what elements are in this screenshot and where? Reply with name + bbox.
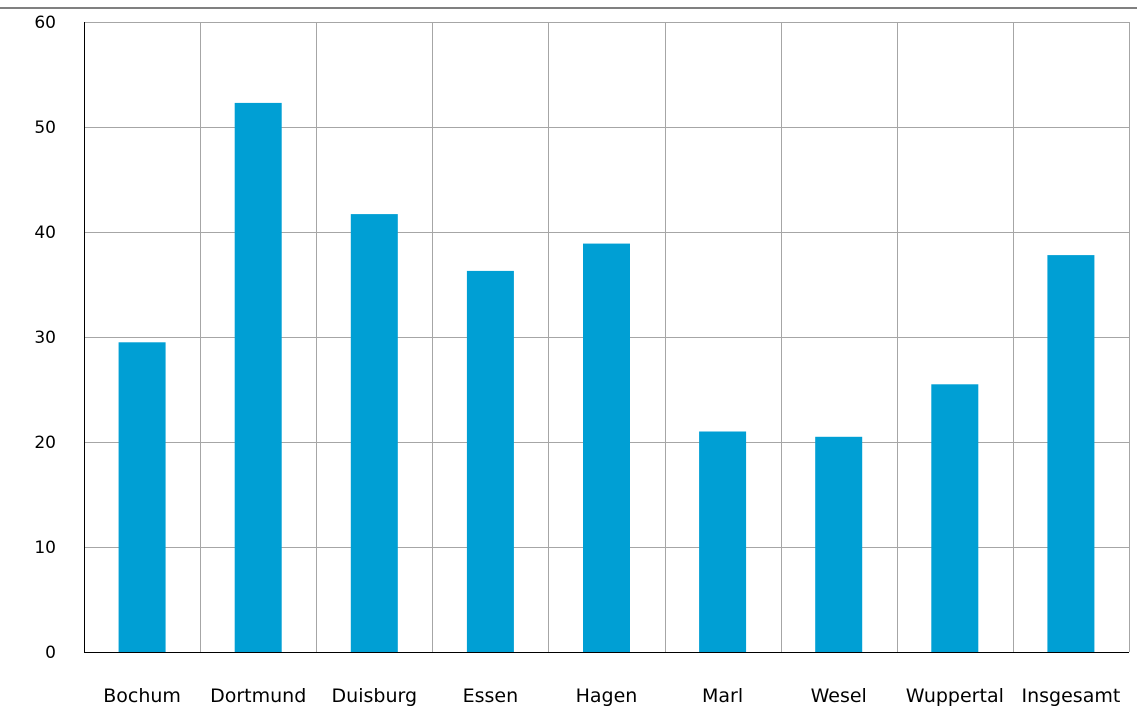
y-tick-label: 50 [34, 118, 56, 138]
y-tick-label: 40 [34, 223, 56, 243]
x-category-label: Dortmund [210, 685, 306, 707]
x-category-label: Bochum [103, 685, 181, 707]
x-category-label: Essen [463, 685, 519, 707]
bar-insgesamt [1047, 255, 1095, 652]
x-category-label: Duisburg [332, 685, 418, 707]
bar-wesel [815, 436, 863, 653]
bar-hagen [583, 243, 630, 652]
bar-duisburg [350, 214, 398, 652]
x-category-label: Hagen [576, 685, 638, 707]
bar-dortmund [234, 102, 282, 652]
x-category-label: Insgesamt [1022, 685, 1121, 707]
y-tick-label: 10 [34, 538, 56, 558]
bar-marl [699, 431, 747, 652]
bar-layer [118, 102, 1095, 653]
y-tick-label: 20 [34, 433, 56, 453]
y-tick-label: 60 [34, 13, 56, 33]
y-tick-label: 0 [45, 643, 56, 663]
bar-wuppertal [931, 384, 979, 653]
x-category-label: Wesel [811, 685, 867, 707]
x-category-label: Wuppertal [906, 685, 1004, 707]
y-tick-label: 30 [34, 328, 56, 348]
x-category-label: Marl [702, 685, 743, 707]
y-tick-labels: 0 10 20 30 40 50 60 [34, 13, 56, 663]
bar-bochum [118, 342, 166, 653]
x-tick-labels: Bochum Dortmund Duisburg Essen Hagen Marl Wese… [103, 685, 1120, 707]
bar-essen [466, 270, 514, 652]
axis-layer [84, 22, 1129, 653]
